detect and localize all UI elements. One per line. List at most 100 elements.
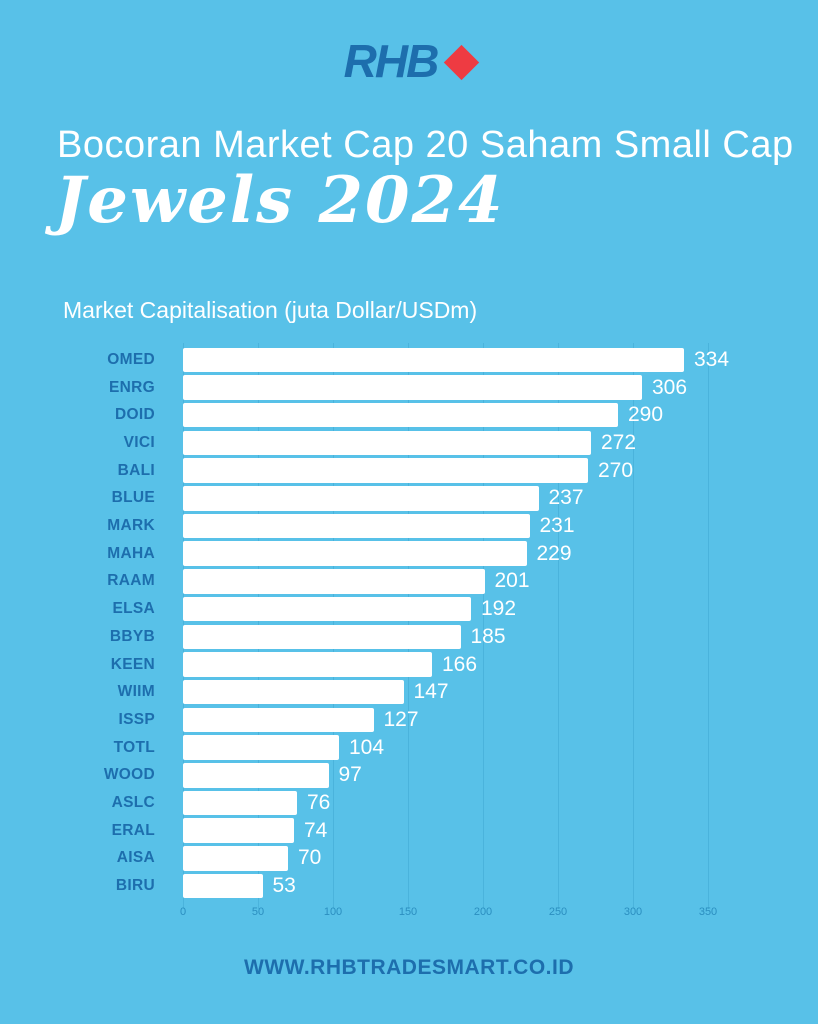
bar-value-label: 237 <box>548 486 584 510</box>
bar-value-label: 201 <box>494 569 530 593</box>
bar-area: 237 <box>183 486 818 511</box>
bar-value-label: 147 <box>413 680 449 704</box>
ticker-label: WOOD <box>103 766 155 784</box>
bar-area: 306 <box>183 375 818 400</box>
ticker-label: BLUE <box>111 489 155 507</box>
bar-value-label: 229 <box>536 541 572 565</box>
bar-value-label: 74 <box>304 818 328 842</box>
bar-value-label: 334 <box>694 347 730 371</box>
bar-value-label: 192 <box>481 597 517 621</box>
bar-area: 70 <box>183 846 818 871</box>
bar-area: 185 <box>183 624 818 650</box>
chart-row: RAAM 201 <box>0 568 818 596</box>
bar-area: 229 <box>183 541 818 566</box>
chart-rows: OMED 334 ENRG 306 DOID 290 VICI 272 BALI 270 BLUE 2… <box>0 346 818 901</box>
ticker-label: BALI <box>117 461 155 479</box>
bar-value-label: 76 <box>307 791 331 815</box>
x-tick-label: 250 <box>548 906 568 918</box>
bar <box>183 347 684 373</box>
ticker-label: MARK <box>107 517 155 535</box>
bar-area: 104 <box>183 735 818 760</box>
bar-area: 334 <box>183 347 818 373</box>
chart-row: ASLC 76 <box>0 789 818 817</box>
chart-row: AISA 70 <box>0 845 818 873</box>
chart-row: MARK 231 <box>0 512 818 540</box>
ticker-label: OMED <box>107 350 155 368</box>
rhb-diamond-icon <box>444 44 480 80</box>
bar-area: 127 <box>183 707 818 733</box>
bar-value-label: 270 <box>598 458 634 482</box>
chart-row: OMED 334 <box>0 346 818 374</box>
bar <box>183 596 471 622</box>
ticker-label: VICI <box>123 433 155 451</box>
x-tick-label: 0 <box>179 906 187 918</box>
bar-area: 272 <box>183 430 818 456</box>
bar-area: 76 <box>183 790 818 816</box>
footer-url: WWW.RHBTRADESMART.CO.ID <box>244 956 574 979</box>
chart-title: Market Capitalisation (juta Dollar/USDm) <box>63 297 478 323</box>
x-tick-label: 100 <box>323 906 343 918</box>
bar-chart: OMED 334 ENRG 306 DOID 290 VICI 272 BALI 270 BLUE 2… <box>0 343 818 926</box>
bar <box>183 430 591 456</box>
chart-row: MAHA 229 <box>0 540 818 568</box>
gridline <box>633 343 634 909</box>
chart-row: ENRG 306 <box>0 374 818 402</box>
ticker-label: ASLC <box>111 794 155 812</box>
ticker-label: AISA <box>116 849 155 867</box>
bar-area: 201 <box>183 569 818 594</box>
bar <box>183 569 485 594</box>
ticker-label: MAHA <box>107 544 155 562</box>
bar-value-label: 231 <box>539 514 575 538</box>
bar-area: 192 <box>183 596 818 622</box>
chart-row: WIIM 147 <box>0 678 818 706</box>
bar <box>183 375 642 400</box>
gridline <box>708 343 709 909</box>
page-title: Bocoran Market Cap 20 Saham Small Cap <box>57 124 794 166</box>
rhb-logo-text: RHB <box>343 35 440 87</box>
ticker-label: BBYB <box>109 627 155 645</box>
bar <box>183 458 588 483</box>
bar-area: 166 <box>183 652 818 677</box>
bar-area: 231 <box>183 513 818 539</box>
bar <box>183 846 288 871</box>
bar-area: 290 <box>183 402 818 428</box>
chart-row: WOOD 97 <box>0 762 818 790</box>
bar <box>183 763 329 788</box>
bar-value-label: 166 <box>442 652 478 676</box>
chart-row: ELSA 192 <box>0 595 818 623</box>
ticker-label: TOTL <box>113 738 155 756</box>
bar <box>183 818 294 843</box>
chart-row: TOTL 104 <box>0 734 818 762</box>
ticker-label: ELSA <box>112 600 155 618</box>
bar-area: 97 <box>183 763 818 788</box>
bar-value-label: 53 <box>272 874 296 898</box>
chart-row: KEEN 166 <box>0 651 818 679</box>
bar-value-label: 272 <box>601 430 637 454</box>
bar-value-label: 127 <box>383 707 419 731</box>
bar-value-label: 104 <box>349 735 385 759</box>
bar-area: 270 <box>183 458 818 483</box>
x-tick-label: 50 <box>251 906 265 918</box>
x-tick-label: 300 <box>623 906 643 918</box>
bar <box>183 679 404 705</box>
ticker-label: KEEN <box>110 655 155 673</box>
bar <box>183 513 530 539</box>
bar <box>183 486 539 511</box>
rhb-logo: RHB <box>0 34 818 88</box>
chart-row: BLUE 237 <box>0 485 818 513</box>
ticker-label: BIRU <box>115 877 155 895</box>
x-tick-label: 150 <box>398 906 418 918</box>
chart-row: VICI 272 <box>0 429 818 457</box>
gridline <box>558 343 559 909</box>
chart-row: BBYB 185 <box>0 623 818 651</box>
x-tick-label: 200 <box>473 906 493 918</box>
bar-area: 147 <box>183 679 818 705</box>
chart-row: BIRU 53 <box>0 872 818 900</box>
bar <box>183 541 527 566</box>
chart-row: ISSP 127 <box>0 706 818 734</box>
ticker-label: ISSP <box>118 710 155 728</box>
chart-row: ERAL 74 <box>0 817 818 845</box>
chart-row: BALI 270 <box>0 457 818 485</box>
ticker-label: ENRG <box>109 378 155 396</box>
bar-area: 74 <box>183 818 818 843</box>
